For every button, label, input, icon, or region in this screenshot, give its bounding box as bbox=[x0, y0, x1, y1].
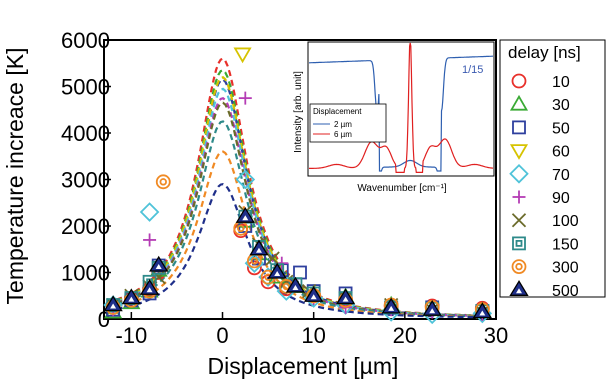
legend-marker-150 bbox=[512, 236, 526, 251]
fit-curve-500 bbox=[106, 183, 486, 319]
inset-legend: Displacement 2 µm 6 µm bbox=[309, 103, 387, 143]
legend-label-100: 100 bbox=[552, 213, 579, 230]
point-500 bbox=[139, 279, 160, 295]
legend-label-500: 500 bbox=[552, 283, 579, 300]
point-90 bbox=[238, 91, 252, 105]
legend-label-50: 50 bbox=[552, 120, 570, 137]
data-points bbox=[103, 47, 493, 325]
legend-label-300: 300 bbox=[552, 260, 579, 277]
point-500 bbox=[249, 239, 269, 256]
inset-legend-label-2um: 2 µm bbox=[334, 120, 352, 129]
point-500 bbox=[149, 255, 169, 272]
inset-legend-title: Displacement bbox=[313, 107, 362, 116]
point-500 bbox=[381, 297, 401, 314]
y-tick-label: 5000 bbox=[61, 75, 110, 100]
x-tick-label: 0 bbox=[216, 323, 228, 348]
legend-title: delay [ns] bbox=[508, 43, 581, 62]
legend-marker-10 bbox=[511, 73, 527, 89]
x-tick-label: 20 bbox=[393, 323, 417, 348]
inset-legend-label-6um: 6 µm bbox=[334, 130, 352, 139]
point-500 bbox=[285, 276, 306, 293]
point-60 bbox=[233, 47, 252, 64]
point-500 bbox=[335, 288, 356, 305]
legend-box bbox=[499, 39, 606, 298]
legend-marker-30 bbox=[509, 94, 529, 111]
point-500 bbox=[121, 288, 142, 305]
legend-label-70: 70 bbox=[552, 167, 570, 184]
point-500 bbox=[267, 262, 287, 279]
point-100 bbox=[151, 270, 166, 285]
legend-label-150: 150 bbox=[552, 236, 579, 253]
point-500 bbox=[422, 299, 442, 316]
legend-label-30: 30 bbox=[552, 97, 570, 114]
inset-y-label: Intensity [arb. unit] bbox=[293, 71, 304, 153]
legend-marker-500 bbox=[509, 280, 529, 296]
y-tick-label: 1000 bbox=[61, 261, 110, 286]
legend-label-60: 60 bbox=[552, 144, 570, 161]
point-10 bbox=[247, 260, 262, 276]
x-axis-label: Displacement [µm] bbox=[208, 353, 399, 379]
inset-annotation: 1/15 bbox=[462, 64, 483, 76]
legend-marker-100 bbox=[511, 213, 527, 228]
x-tick-label: -10 bbox=[115, 323, 147, 348]
point-500 bbox=[103, 295, 123, 312]
legend: delay [ns] 10 30 50 60 70 90 100 150 300 500 bbox=[499, 39, 606, 300]
point-50 bbox=[293, 265, 307, 280]
legend-label-10: 10 bbox=[552, 74, 570, 91]
inset-line-6um bbox=[309, 42, 494, 173]
point-90 bbox=[143, 233, 157, 247]
inset-spectrum: 1/15 Intensity [arb. unit] Wavenumber [c… bbox=[293, 41, 495, 194]
point-70 bbox=[235, 169, 256, 190]
legend-marker-50 bbox=[512, 120, 526, 135]
y-tick-label: 3000 bbox=[61, 168, 110, 193]
y-tick-label: 4000 bbox=[61, 121, 110, 146]
point-100 bbox=[265, 251, 280, 266]
inset-line-2um bbox=[309, 55, 493, 172]
legend-marker-300 bbox=[511, 259, 527, 275]
point-500 bbox=[472, 302, 492, 319]
point-500 bbox=[235, 206, 255, 223]
point-500 bbox=[304, 285, 324, 302]
y-tick-label: 6000 bbox=[61, 28, 110, 53]
x-tick-label: 30 bbox=[484, 323, 508, 348]
x-tick-label: 10 bbox=[301, 323, 325, 348]
inset-lines bbox=[309, 42, 494, 173]
legend-marker-60 bbox=[509, 144, 529, 160]
y-tick-label: 2000 bbox=[61, 214, 110, 239]
inset-x-label: Wavenumber [cm⁻¹] bbox=[357, 183, 447, 194]
legend-marker-70 bbox=[509, 164, 529, 184]
legend-label-90: 90 bbox=[552, 190, 570, 207]
point-300 bbox=[155, 174, 171, 190]
legend-marker-90 bbox=[512, 190, 526, 204]
point-70 bbox=[139, 202, 160, 222]
inset-legend-box bbox=[309, 103, 387, 143]
y-axis-label: Temperature increace [K] bbox=[2, 48, 28, 305]
